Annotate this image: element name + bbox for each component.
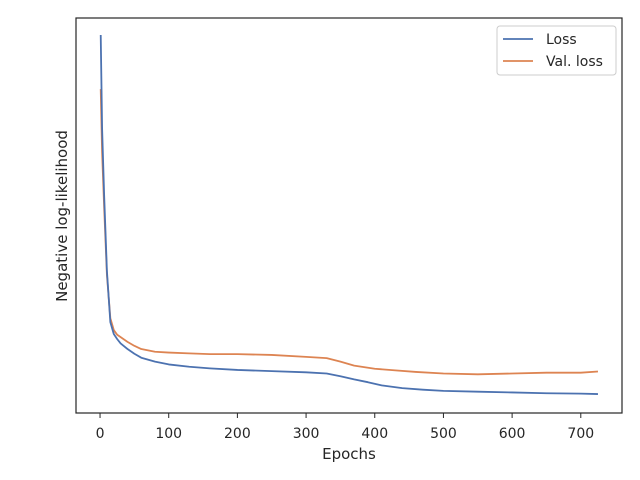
x-tick-label: 0 [96,426,105,442]
plot-area [75,17,623,414]
legend-loss-label: Loss [546,32,577,48]
x-tick-label: 400 [361,426,388,442]
x-tick-label: 500 [430,426,457,442]
y-axis-label: Negative log-likelihood [53,130,71,302]
series-line-val-loss [99,89,599,376]
legend-val-loss-label: Val. loss [546,54,603,70]
series-line-loss [99,34,598,395]
x-tick-label: 300 [293,426,320,442]
x-axis-ticks: 0 100 200 300 400 500 600 700 [96,413,594,442]
x-axis-label: Epochs [322,445,376,463]
series-layer [99,34,599,395]
x-tick-label: 100 [155,426,182,442]
x-tick-label: 200 [224,426,251,442]
x-tick-label: 600 [499,426,526,442]
legend: Loss Val. loss [496,25,617,76]
x-tick-label: 700 [567,426,594,442]
